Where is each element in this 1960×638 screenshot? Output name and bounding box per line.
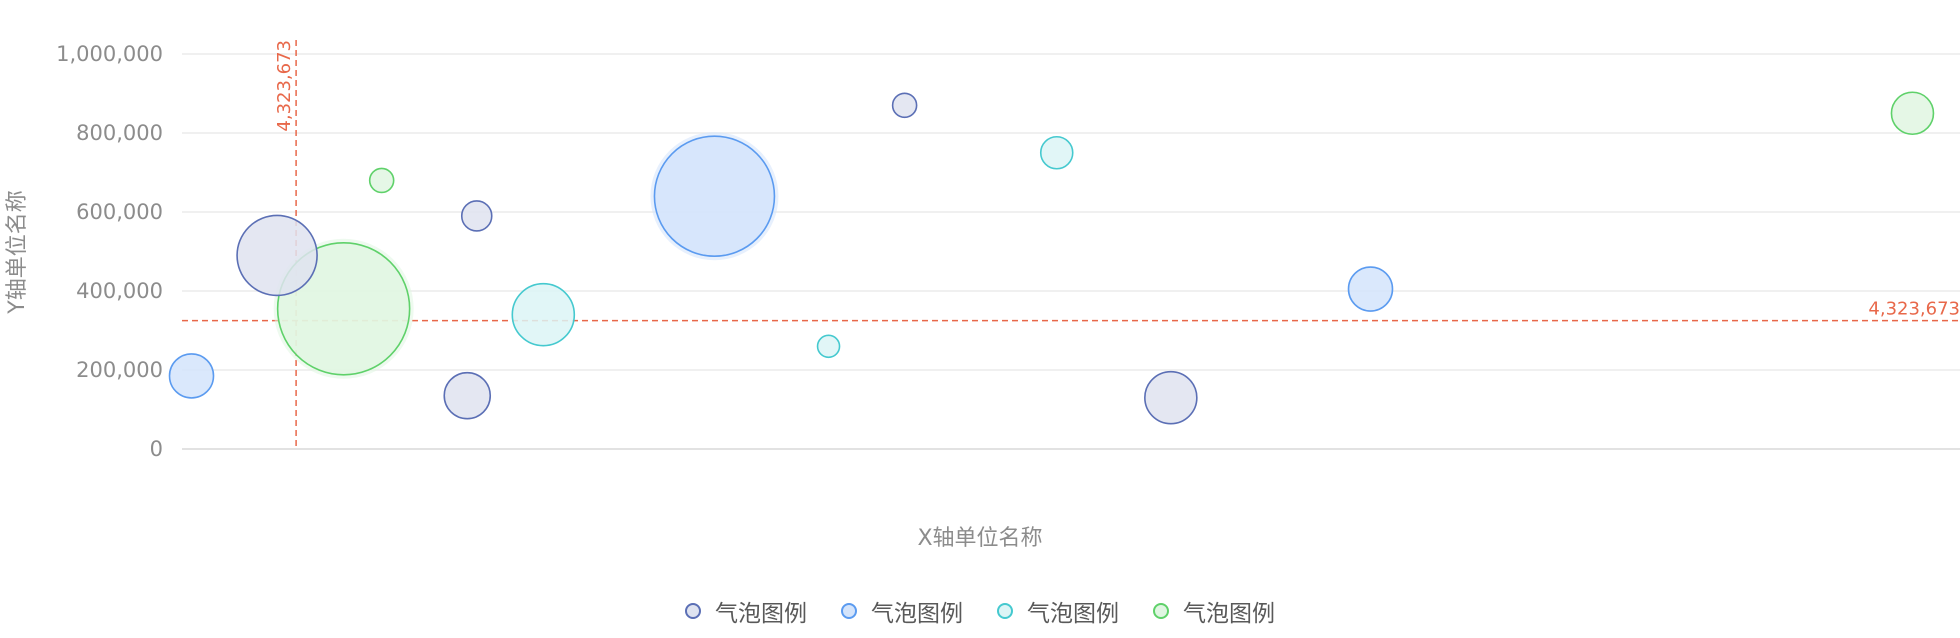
bubble-series-2	[653, 135, 776, 257]
y-tick-label: 1,000,000	[56, 42, 163, 66]
legend-item-3[interactable]: 气泡图例	[997, 594, 1119, 628]
legend-marker-icon	[841, 603, 857, 619]
legend-label: 气泡图例	[871, 601, 963, 627]
y-tick-label: 600,000	[76, 200, 163, 224]
legend-item-2[interactable]: 气泡图例	[841, 594, 963, 628]
bubble-series-4	[368, 167, 395, 194]
y-tick-label: 200,000	[76, 358, 163, 382]
legend-marker-icon	[1153, 603, 1169, 619]
y-tick-label: 0	[150, 437, 163, 461]
bubble-chart: 0 200,000 400,000 600,000 800,000 1,000,000 0…	[5, 40, 1960, 551]
x-axis-title: X轴单位名称	[917, 526, 1042, 551]
bubble-series-1	[460, 200, 493, 232]
bubble-series-3	[511, 282, 576, 347]
y-axis: 0 200,000 400,000 600,000 800,000 1,000,000	[56, 42, 163, 461]
bubble-series-1	[443, 371, 492, 420]
y-axis-title: Y轴单位名称	[5, 190, 30, 314]
bubble-series-3	[1039, 135, 1074, 170]
bubble-series-2	[1347, 266, 1394, 312]
bubble-series-4	[1890, 91, 1935, 136]
y-tick-label: 800,000	[76, 121, 163, 145]
legend-marker-icon	[997, 603, 1013, 619]
legend-marker-icon	[685, 603, 701, 619]
reference-label-horizontal: 4,323,673	[1868, 299, 1960, 320]
bubble-series-2	[168, 353, 215, 399]
legend: 气泡图例 气泡图例 气泡图例 气泡图例	[0, 594, 1960, 628]
bubbles	[168, 91, 1935, 425]
legend-label: 气泡图例	[1027, 601, 1119, 627]
legend-item-1[interactable]: 气泡图例	[685, 594, 807, 628]
legend-item-4[interactable]: 气泡图例	[1153, 594, 1275, 628]
reference-label-vertical: 4,323,673	[274, 40, 295, 132]
bubble-series-1	[891, 92, 918, 119]
y-tick-label: 400,000	[76, 279, 163, 303]
bubble-series-1	[236, 214, 318, 297]
bubble-series-3	[816, 334, 841, 359]
bubble-series-1	[1144, 370, 1198, 425]
legend-label: 气泡图例	[715, 601, 807, 627]
legend-label: 气泡图例	[1183, 601, 1275, 627]
